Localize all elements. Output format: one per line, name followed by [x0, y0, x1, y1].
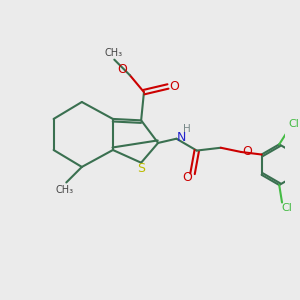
Text: CH₃: CH₃: [105, 48, 123, 58]
Text: N: N: [176, 131, 186, 144]
Text: O: O: [117, 63, 127, 76]
Text: H: H: [183, 124, 191, 134]
Text: Cl: Cl: [282, 203, 292, 213]
Text: O: O: [182, 172, 192, 184]
Text: O: O: [242, 146, 252, 158]
Text: Cl: Cl: [289, 119, 300, 129]
Text: CH₃: CH₃: [56, 185, 74, 195]
Text: O: O: [169, 80, 179, 93]
Text: S: S: [137, 162, 145, 176]
